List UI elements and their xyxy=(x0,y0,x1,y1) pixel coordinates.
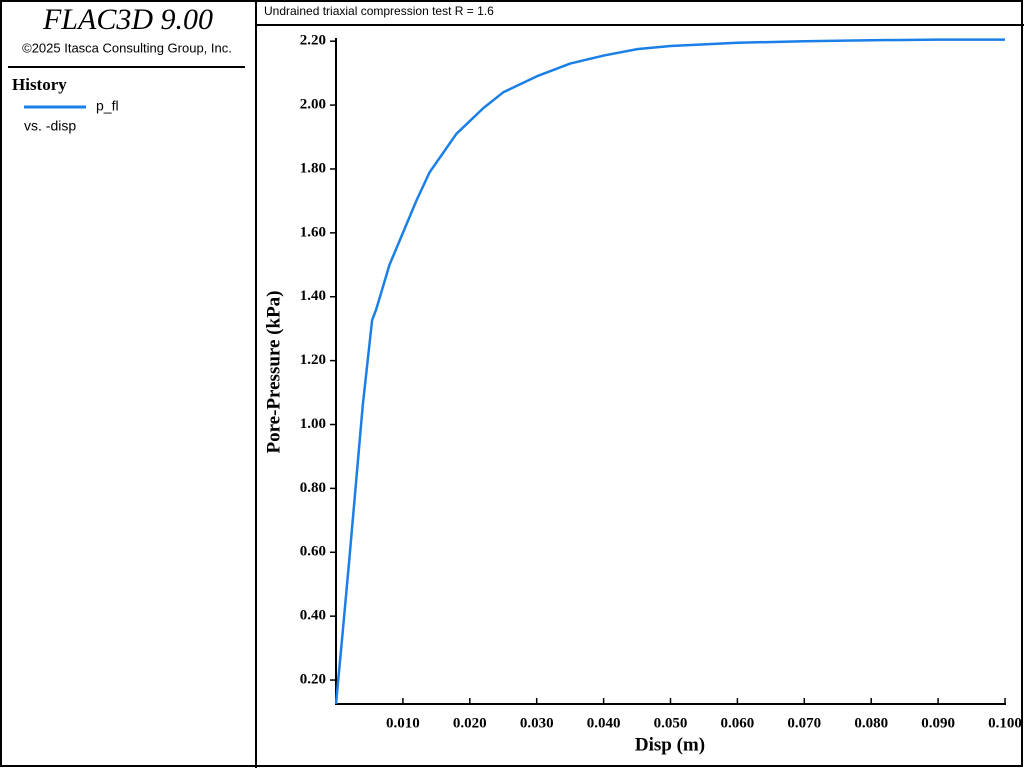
y-tick-label: 1.20 xyxy=(300,352,326,368)
x-tick-label: 0.080 xyxy=(854,715,888,731)
app-title: FLAC3D 9.00 xyxy=(42,3,213,36)
copyright: ©2025 Itasca Consulting Group, Inc. xyxy=(22,40,232,55)
panel-subtitle: vs. -disp xyxy=(24,118,76,134)
panel-heading: History xyxy=(12,75,67,94)
x-tick-label: 0.050 xyxy=(654,715,688,731)
y-tick-label: 2.20 xyxy=(300,33,326,49)
y-tick-label: 0.20 xyxy=(300,671,326,687)
y-tick-label: 1.40 xyxy=(300,288,326,304)
y-tick-label: 0.40 xyxy=(300,608,326,624)
y-axis-label: Pore-Pressure (kPa) xyxy=(263,290,284,453)
y-tick-label: 0.80 xyxy=(300,480,326,496)
chart-title: Undrained triaxial compression test R = … xyxy=(264,4,494,18)
x-tick-label: 0.100 xyxy=(988,715,1022,731)
x-tick-label: 0.020 xyxy=(453,715,487,731)
x-tick-label: 0.060 xyxy=(721,715,755,731)
y-tick-label: 1.80 xyxy=(300,160,326,176)
series-line xyxy=(334,38,1005,705)
x-tick-label: 0.030 xyxy=(520,715,554,731)
legend-label: p_fl xyxy=(96,98,119,114)
y-tick-label: 0.60 xyxy=(300,544,326,560)
y-tick-label: 1.60 xyxy=(300,224,326,240)
x-tick-label: 0.090 xyxy=(921,715,955,731)
x-tick-label: 0.010 xyxy=(386,715,420,731)
x-tick-label: 0.040 xyxy=(587,715,621,731)
x-axis-label: Disp (m) xyxy=(635,734,705,755)
y-tick-label: 2.00 xyxy=(300,97,326,113)
y-tick-label: 1.00 xyxy=(300,416,326,432)
x-tick-label: 0.070 xyxy=(787,715,821,731)
